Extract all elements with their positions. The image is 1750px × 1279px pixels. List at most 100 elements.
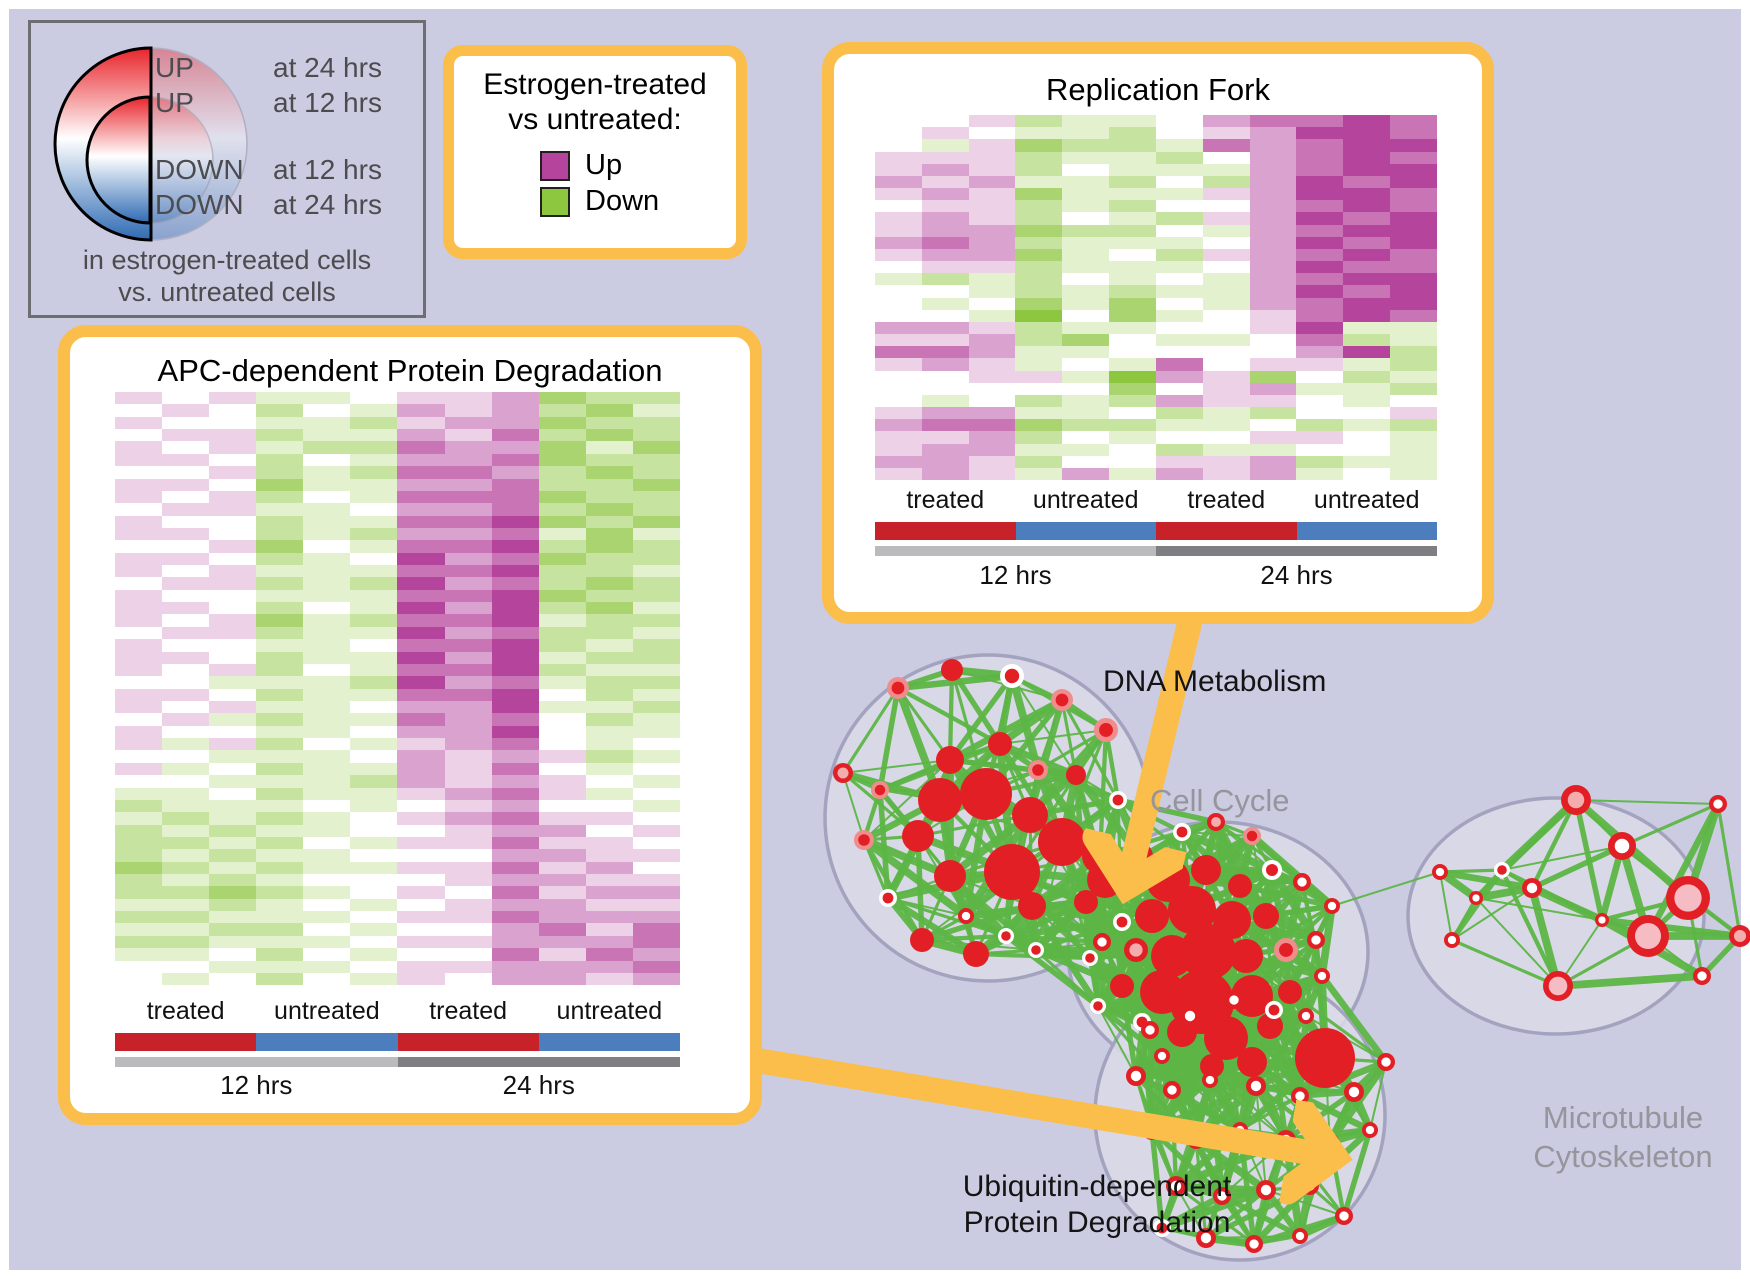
heatmap-cell: [1343, 443, 1391, 456]
heatmap-cell: [1390, 370, 1437, 383]
heatmap-cell: [1390, 321, 1437, 335]
heatmap-cell: [1109, 188, 1156, 201]
heatmap-cell: [875, 115, 922, 128]
apc-group-label: treated: [146, 997, 225, 1025]
rf-24hrs-label: 24 hrs: [1260, 560, 1333, 590]
heatmap-cell: [256, 639, 304, 652]
heatmap-cell: [397, 775, 445, 788]
heatmap-cell: [585, 824, 633, 837]
heatmap-cell: [538, 626, 586, 640]
heatmap-cell: [491, 948, 539, 961]
heatmap-cell: [397, 849, 445, 862]
heatmap-cell: [397, 911, 445, 924]
updown-legend-box: Estrogen-treated vs untreated: Up Down: [443, 45, 747, 259]
heatmap-cell: [162, 874, 210, 887]
apc-24hrs-bar: [397, 1057, 680, 1067]
heatmap-cell: [1249, 309, 1297, 322]
heatmap-cell: [397, 392, 445, 405]
heatmap-cell: [921, 188, 969, 201]
heatmap-cell: [350, 874, 398, 887]
heatmap-cell: [491, 577, 539, 590]
heatmap-cell: [1155, 455, 1203, 468]
apc-untreated-bar: [256, 1033, 398, 1051]
heatmap-cell: [256, 565, 304, 578]
heatmap-cell: [585, 577, 633, 590]
heatmap-cell: [350, 663, 398, 677]
heatmap-cell: [632, 490, 680, 504]
heatmap-cell: [1390, 163, 1437, 176]
heatmap-cell: [585, 836, 633, 850]
heatmap-cell: [256, 713, 304, 726]
heatmap-cell: [632, 478, 680, 491]
heatmap-cell: [875, 443, 922, 456]
heatmap-row: [875, 431, 1437, 444]
heatmap-cell: [115, 515, 163, 528]
heatmap-cell: [162, 515, 210, 528]
heatmap-cell: [632, 812, 680, 825]
heatmap-cell: [585, 626, 633, 640]
heatmap-cell: [1109, 139, 1156, 152]
heatmap-cell: [209, 886, 257, 899]
heatmap-cell: [921, 200, 969, 213]
rf-untreated-bar: [1296, 522, 1437, 540]
heatmap-cell: [1109, 419, 1156, 432]
heatmap-cell: [1155, 212, 1203, 225]
dna-metabolism-label: DNA Metabolism: [1103, 665, 1327, 698]
heatmap-cell: [115, 972, 163, 986]
heatmap-cell: [1202, 248, 1250, 262]
heatmap-cell: [632, 824, 680, 837]
heatmap-cell: [115, 775, 163, 788]
heatmap-cell: [1296, 127, 1344, 140]
heatmap-row: [115, 490, 680, 504]
heatmap-row: [875, 346, 1437, 359]
heatmap-row: [875, 139, 1437, 152]
heatmap-cell: [1390, 224, 1437, 237]
heatmap-cell: [444, 787, 492, 800]
heatmap-cell: [1062, 273, 1110, 286]
heatmap-cell: [921, 127, 969, 140]
heatmap-cell: [1109, 407, 1156, 420]
heatmap-cell: [1155, 467, 1203, 481]
heatmap-cell: [350, 441, 398, 454]
heatmap-cell: [538, 725, 586, 739]
heatmap-cell: [350, 404, 398, 417]
replication-fork-title: Replication Fork: [1046, 72, 1270, 107]
heatmap-cell: [162, 589, 210, 603]
heatmap-cell: [1062, 455, 1110, 468]
heatmap-cell: [1015, 443, 1063, 456]
heatmap-cell: [350, 713, 398, 726]
heatmap-row: [875, 309, 1437, 322]
heatmap-cell: [444, 626, 492, 640]
heatmap-cell: [397, 824, 445, 837]
heatmap-cell: [1155, 407, 1203, 420]
heatmap-cell: [1202, 394, 1250, 408]
heatmap-cell: [1109, 163, 1156, 176]
heatmap-cell: [115, 836, 163, 850]
heatmap-cell: [1343, 188, 1391, 201]
heatmap-row: [115, 799, 680, 813]
heatmap-cell: [303, 515, 351, 528]
heatmap-cell: [303, 923, 351, 936]
heatmap-cell: [875, 261, 922, 274]
heatmap-row: [115, 824, 680, 837]
heatmap-cell: [1109, 273, 1156, 286]
heatmap-cell: [632, 861, 680, 875]
heatmap-cell: [875, 309, 922, 322]
rf-group-label: treated: [1187, 486, 1266, 514]
heatmap-cell: [350, 972, 398, 986]
heatmap-cell: [350, 836, 398, 850]
heatmap-cell: [397, 416, 445, 430]
heatmap-cell: [1109, 321, 1156, 335]
microtubule-label-line1: Microtubule: [1542, 1100, 1704, 1135]
heatmap-cell: [585, 503, 633, 516]
node-glyph: [53, 46, 248, 242]
heatmap-cell: [303, 874, 351, 887]
heatmap-cell: [162, 416, 210, 430]
heatmap-cell: [968, 285, 1016, 298]
heatmap-cell: [1202, 212, 1250, 225]
heatmap-cell: [585, 490, 633, 504]
heatmap-cell: [1296, 419, 1344, 432]
heatmap-cell: [921, 297, 969, 310]
heatmap-cell: [1015, 151, 1063, 164]
heatmap-cell: [1249, 297, 1297, 310]
